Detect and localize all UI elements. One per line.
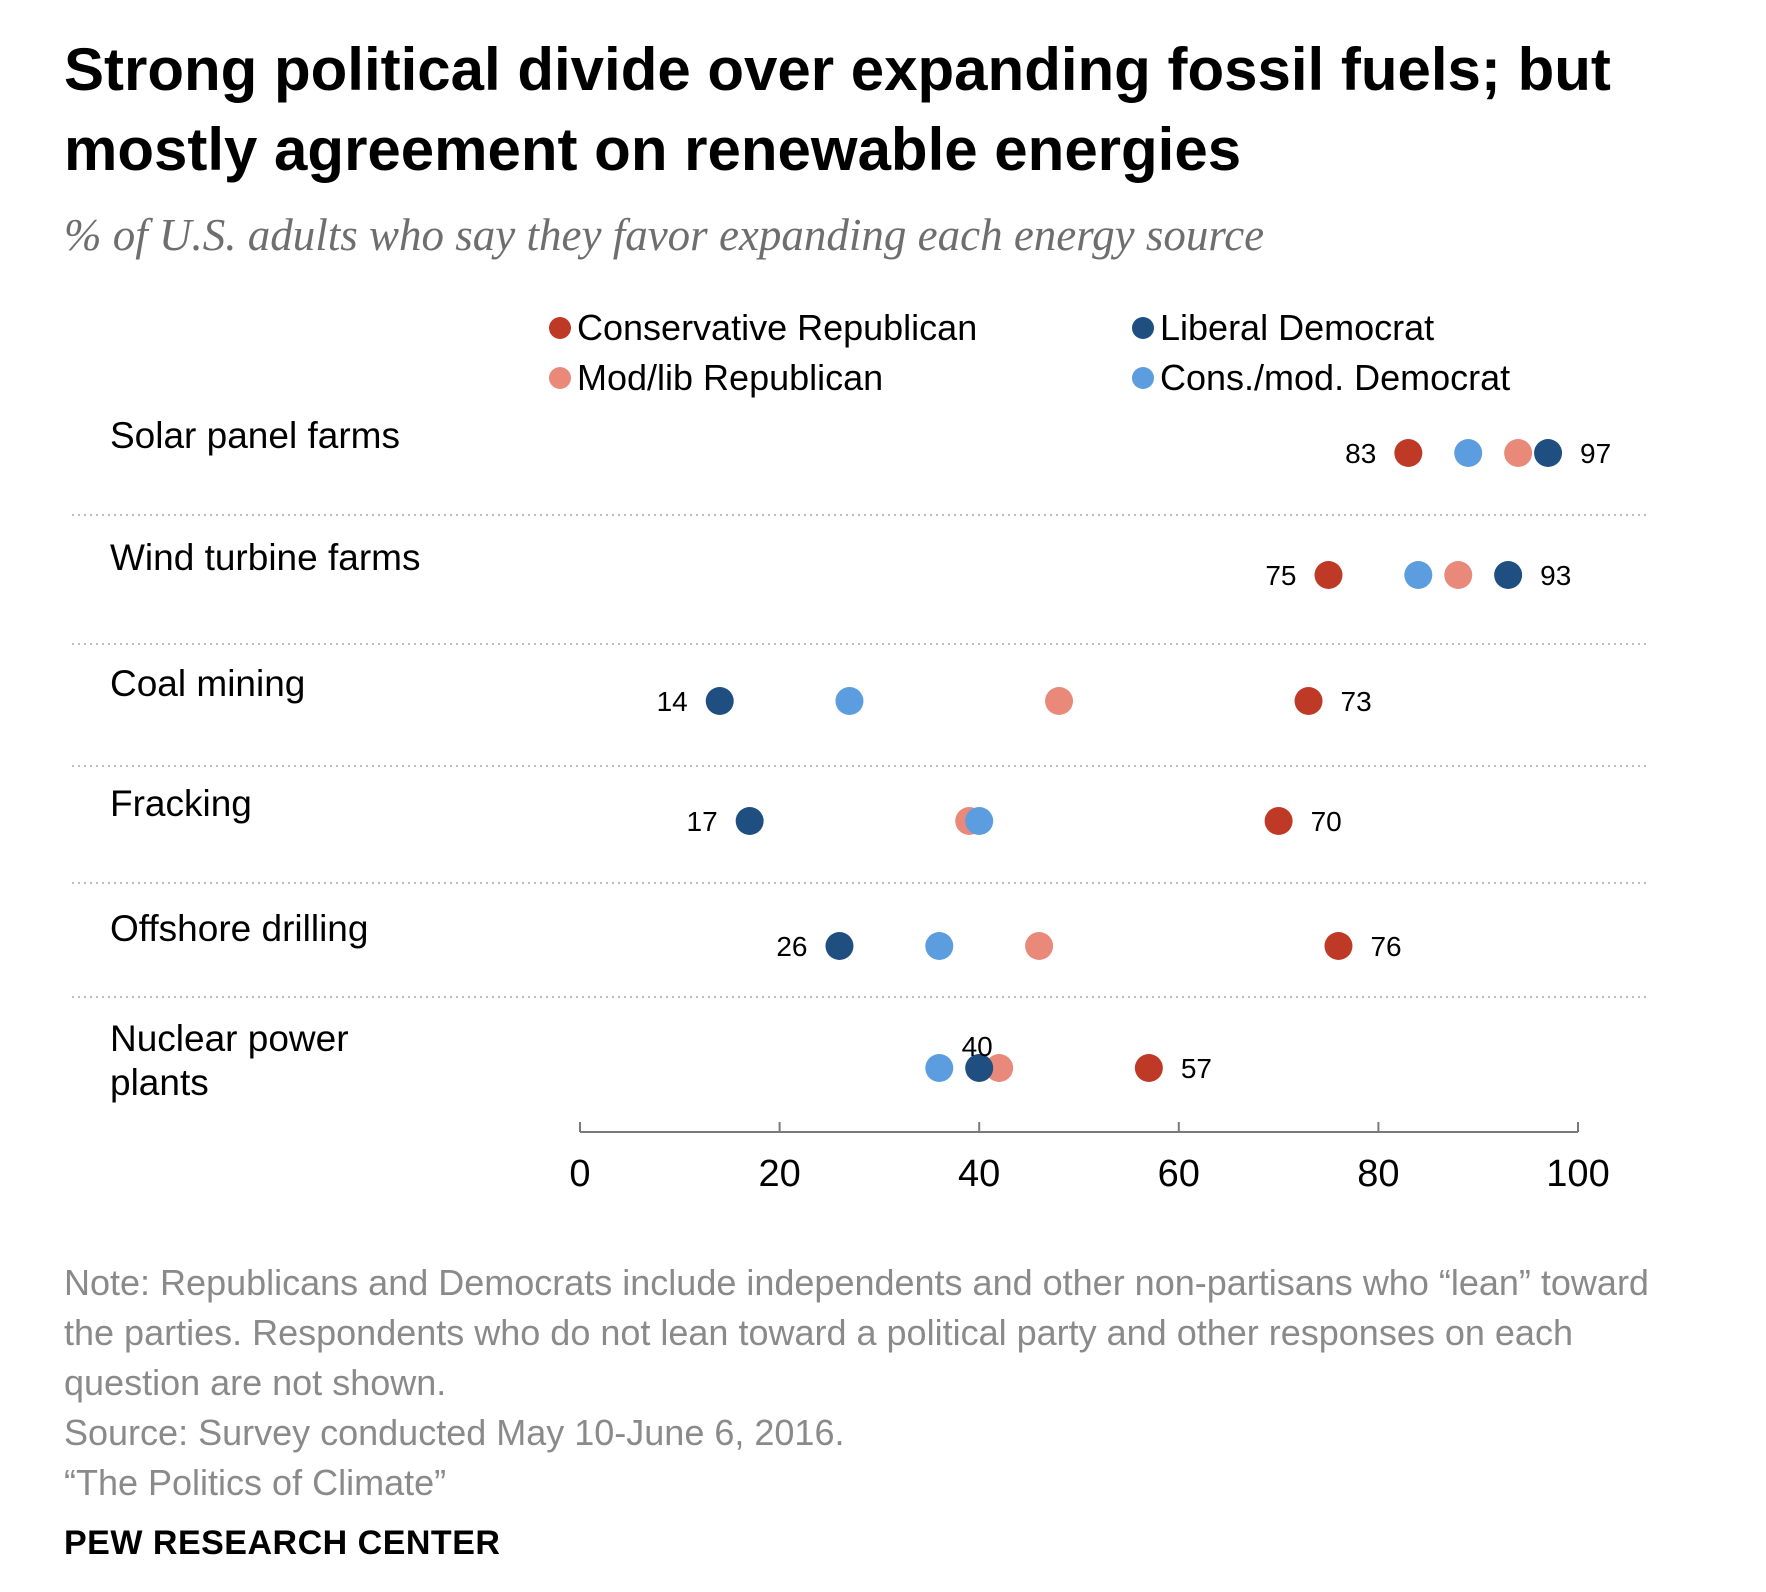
dot-cons-dem xyxy=(965,807,994,835)
data-label-left: 26 xyxy=(776,931,807,962)
data-label-right: 73 xyxy=(1341,686,1372,717)
category-label: Nuclear power plants xyxy=(110,1018,349,1103)
dot-lib-dem xyxy=(1494,561,1523,589)
dot-mod-rep xyxy=(1025,932,1054,960)
x-tick-label: 0 xyxy=(569,1153,590,1195)
category-label: Coal mining xyxy=(110,663,305,704)
report-title: “The Politics of Climate” xyxy=(64,1462,447,1503)
x-tick-label: 40 xyxy=(958,1153,1000,1195)
dot-cons-dem xyxy=(925,932,954,960)
legend-label-4: Cons./mod. Democrat xyxy=(1160,357,1510,398)
legend-swatch-2 xyxy=(549,367,571,389)
dot-cons-dem xyxy=(925,1054,954,1082)
x-tick-label: 60 xyxy=(1158,1153,1200,1195)
source-text: Source: Survey conducted May 10-June 6, … xyxy=(64,1412,845,1453)
x-axis: 0 20 40 60 80 100 xyxy=(569,1122,1610,1195)
data-label-left: 75 xyxy=(1265,560,1296,591)
legend-swatch-3 xyxy=(1132,317,1154,339)
x-tick-label: 20 xyxy=(758,1153,800,1195)
note-text: Note: Republicans and Democrats include … xyxy=(64,1262,1649,1403)
dot-cons-dem xyxy=(1454,439,1483,467)
data-label-right: 97 xyxy=(1580,438,1611,469)
dot-mod-rep xyxy=(1045,687,1074,715)
legend-swatch-4 xyxy=(1132,367,1154,389)
dot-cons-dem xyxy=(1404,561,1433,589)
dot-lib-dem xyxy=(735,807,764,835)
category-rows: Solar panel farms 83 97 Wind turbine farms 7… xyxy=(72,415,1648,1103)
row-1: Wind turbine farms 75 93 xyxy=(110,537,1571,591)
notes-block: Note: Republicans and Democrats include … xyxy=(64,1258,1704,1508)
dot-cons-rep xyxy=(1324,932,1353,960)
brand-logo-text: PEW RESEARCH CENTER xyxy=(64,1524,501,1562)
row-4: Offshore drilling 26 76 xyxy=(110,908,1402,962)
category-label: Wind turbine farms xyxy=(110,537,421,578)
data-label-left: 40 xyxy=(962,1031,993,1062)
legend-swatch-1 xyxy=(549,317,571,339)
dot-cons-rep xyxy=(1294,687,1323,715)
dot-cons-rep xyxy=(1394,439,1423,467)
legend-label-3: Liberal Democrat xyxy=(1160,307,1434,348)
data-label-right: 70 xyxy=(1311,806,1342,837)
dot-mod-rep xyxy=(1444,561,1473,589)
chart-subtitle: % of U.S. adults who say they favor expa… xyxy=(64,210,1265,260)
dot-mod-rep xyxy=(985,1054,1014,1082)
dot-lib-dem xyxy=(965,1054,994,1082)
dot-lib-dem xyxy=(1534,439,1563,467)
row-0: Solar panel farms 83 97 xyxy=(110,415,1611,469)
data-label-right: 93 xyxy=(1540,560,1571,591)
dot-cons-rep xyxy=(1134,1054,1163,1082)
dot-lib-dem xyxy=(705,687,734,715)
dot-cons-dem xyxy=(835,687,864,715)
category-label: Fracking xyxy=(110,783,252,824)
data-label-left: 14 xyxy=(657,686,688,717)
x-tick-label: 80 xyxy=(1357,1153,1399,1195)
x-tick-label: 100 xyxy=(1546,1153,1609,1195)
dot-plot: Conservative Republican Mod/lib Republica… xyxy=(72,307,1648,1195)
data-label-left: 17 xyxy=(687,806,718,837)
dot-cons-rep xyxy=(1314,561,1343,589)
data-label-right: 76 xyxy=(1370,931,1401,962)
data-label-right: 57 xyxy=(1181,1053,1212,1084)
dot-cons-rep xyxy=(1264,807,1293,835)
chart-title: Strong political divide over expanding f… xyxy=(64,36,1611,183)
dot-mod-rep xyxy=(1504,439,1533,467)
legend-label-2: Mod/lib Republican xyxy=(577,357,883,398)
legend: Conservative Republican Mod/lib Republica… xyxy=(549,307,1510,398)
category-label: Offshore drilling xyxy=(110,908,368,949)
row-3: Fracking 17 70 xyxy=(110,783,1342,837)
row-2: Coal mining 14 73 xyxy=(110,663,1372,717)
dot-lib-dem xyxy=(825,932,854,960)
category-label: Solar panel farms xyxy=(110,415,400,456)
data-label-left: 83 xyxy=(1345,438,1376,469)
legend-label-1: Conservative Republican xyxy=(577,307,977,348)
row-5: Nuclear power plants 40 57 xyxy=(110,1018,1212,1103)
